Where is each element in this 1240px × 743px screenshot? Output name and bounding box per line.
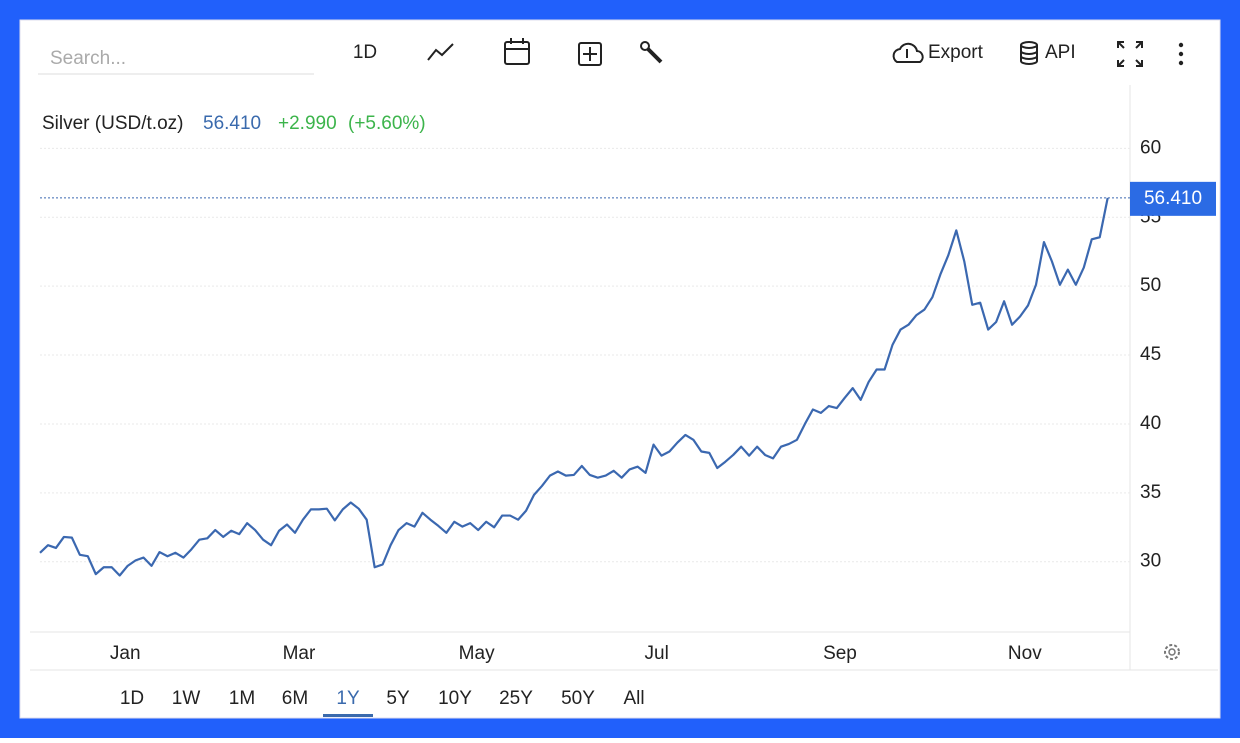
legend-change: +2.990 bbox=[278, 113, 337, 134]
range-selected-underline bbox=[323, 714, 373, 717]
range-button[interactable]: 5Y bbox=[386, 688, 410, 709]
fullscreen-button[interactable] bbox=[1117, 41, 1143, 67]
api-icon[interactable] bbox=[1020, 41, 1038, 65]
more-button[interactable] bbox=[1178, 42, 1184, 66]
range-button[interactable]: 50Y bbox=[561, 688, 595, 709]
api-label[interactable]: API bbox=[1045, 42, 1076, 63]
add-indicator-button[interactable] bbox=[578, 42, 602, 66]
x-tick-label: Jul bbox=[645, 643, 669, 664]
range-button[interactable]: 10Y bbox=[438, 688, 472, 709]
legend-change-pct: (+5.60%) bbox=[348, 113, 426, 134]
x-tick-label: Jan bbox=[110, 643, 141, 664]
price-line bbox=[39, 197, 1109, 577]
settings-tool-button[interactable] bbox=[640, 41, 663, 64]
export-label[interactable]: Export bbox=[928, 42, 984, 63]
y-tick-label: 40 bbox=[1140, 413, 1161, 434]
range-button[interactable]: All bbox=[623, 688, 644, 709]
legend-price: 56.410 bbox=[203, 113, 261, 134]
chart-type-button[interactable] bbox=[427, 43, 454, 61]
range-button[interactable]: 1D bbox=[120, 688, 144, 709]
last-price-label: 56.410 bbox=[1144, 188, 1202, 209]
y-tick-label: 30 bbox=[1140, 551, 1161, 572]
y-tick-label: 45 bbox=[1140, 344, 1161, 365]
x-tick-label: May bbox=[459, 643, 495, 664]
last-price-tag bbox=[1130, 181, 1216, 216]
calendar-button[interactable] bbox=[504, 38, 530, 65]
x-tick-label: Sep bbox=[823, 643, 857, 664]
x-tick-label: Mar bbox=[283, 643, 316, 664]
legend-name: Silver (USD/t.oz) bbox=[42, 113, 183, 134]
chart-settings-button[interactable] bbox=[1164, 644, 1180, 660]
search-input[interactable]: Search... bbox=[50, 48, 126, 69]
export-button[interactable] bbox=[892, 42, 924, 63]
range-button[interactable]: 1W bbox=[172, 688, 201, 709]
range-button[interactable]: 25Y bbox=[499, 688, 533, 709]
y-tick-label: 60 bbox=[1140, 137, 1161, 158]
range-button[interactable]: 1Y bbox=[336, 688, 360, 709]
interval-button[interactable]: 1D bbox=[353, 42, 377, 63]
x-tick-label: Nov bbox=[1008, 643, 1042, 664]
y-tick-label: 35 bbox=[1140, 482, 1161, 503]
range-button[interactable]: 6M bbox=[282, 688, 308, 709]
y-tick-label: 50 bbox=[1140, 275, 1161, 296]
range-button[interactable]: 1M bbox=[229, 688, 255, 709]
panel bbox=[19, 19, 1221, 719]
